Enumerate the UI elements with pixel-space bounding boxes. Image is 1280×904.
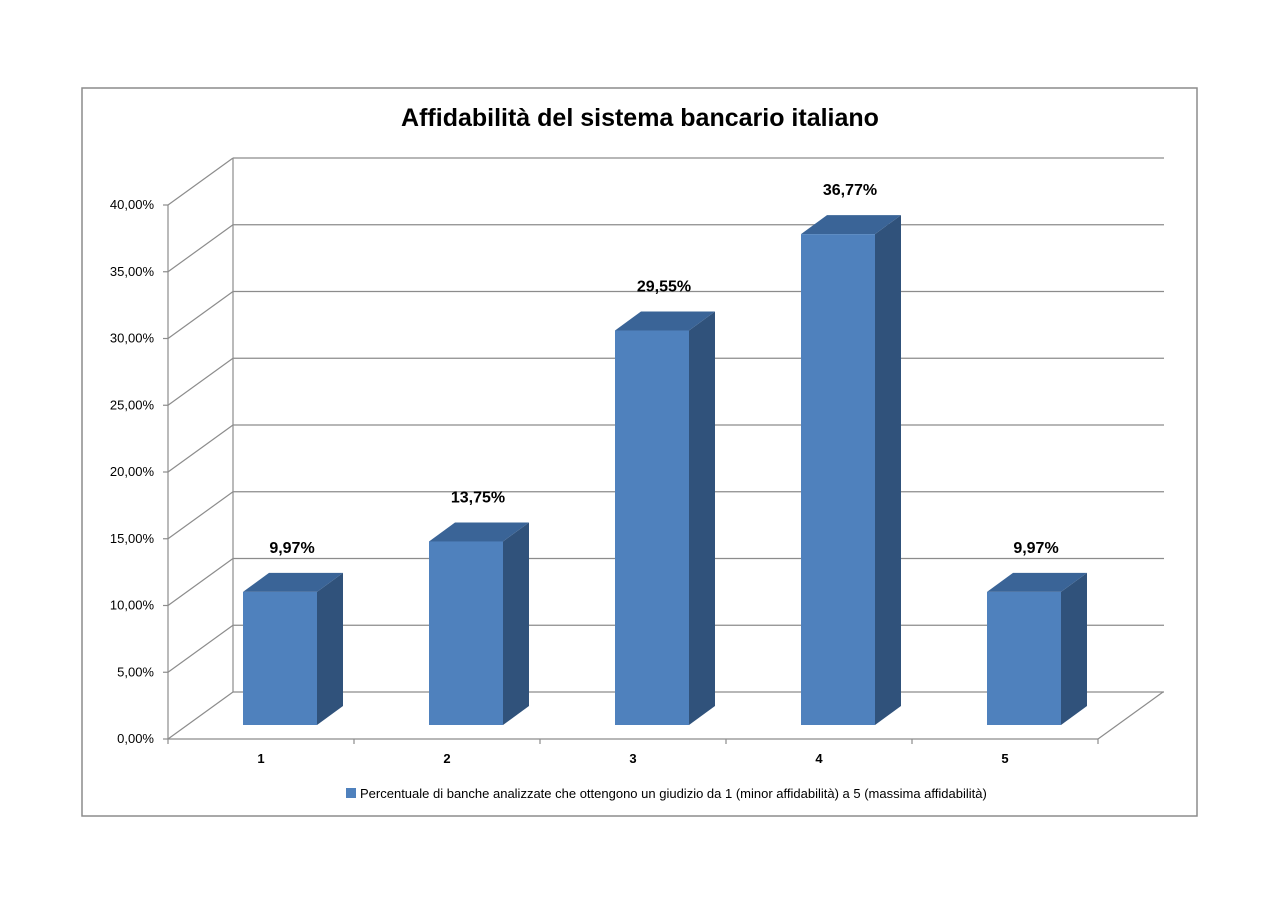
y-tick-label: 35,00% [110,264,155,279]
bars [243,215,1087,726]
bar-3 [615,311,715,725]
legend-swatch [346,788,356,798]
floor-right-edge [1097,691,1164,740]
data-label: 29,55% [637,279,691,296]
data-labels: 9,97% 13,75% 29,55% 36,77% 9,97% [269,182,1058,557]
bar-side [317,572,343,725]
gridline-diagonal [167,558,234,606]
x-tick-label: 3 [629,751,636,766]
bar [615,330,689,725]
bar-1 [243,572,343,725]
bar-top [243,572,343,592]
gridline-diagonal [167,691,234,740]
y-tick-label: 20,00% [110,464,155,479]
gridline-diagonal [167,424,234,473]
bar [429,541,503,725]
x-tick-label: 1 [257,751,264,766]
bar-top [429,522,529,542]
data-label: 36,77% [823,182,877,199]
bar-2 [429,522,529,725]
y-tick-label: 0,00% [117,731,154,746]
bar-top [615,311,715,331]
chart-title: Affidabilità del sistema bancario italia… [401,104,879,132]
x-tick-label: 5 [1001,751,1008,766]
y-tick-label: 10,00% [110,598,155,613]
legend-label: Percentuale di banche analizzate che ott… [360,786,987,801]
bar-5 [987,572,1087,725]
gridline-diagonal [167,224,234,273]
gridline-diagonal [167,624,234,673]
x-tick-label: 4 [815,751,823,766]
bar-4 [801,215,901,726]
y-tick-label: 30,00% [110,331,155,346]
gridline-diagonal [167,157,234,206]
legend: Percentuale di banche analizzate che ott… [346,786,987,801]
bar-side [689,311,715,725]
gridline-diagonal [167,491,234,540]
bar [243,591,317,725]
y-tick-label: 15,00% [110,531,155,546]
data-label: 13,75% [451,489,505,506]
y-tick-label: 25,00% [110,397,155,412]
bar-side [503,522,529,725]
bar [801,234,875,726]
y-tick-label: 40,00% [110,197,155,212]
bar-side [1061,572,1087,725]
x-tick-label: 2 [443,751,450,766]
bar-top [801,215,901,235]
bar-top [987,572,1087,592]
bar [987,591,1061,725]
gridline-diagonal [167,357,234,406]
bar-side [875,215,901,726]
data-label: 9,97% [1013,540,1058,557]
data-label: 9,97% [269,540,314,557]
gridline-diagonal [167,291,234,339]
y-tick-label: 5,00% [117,664,154,679]
axes: 0,00% 5,00% 10,00% 15,00% 20,00% 25,00% 30,00%… [110,158,1164,766]
